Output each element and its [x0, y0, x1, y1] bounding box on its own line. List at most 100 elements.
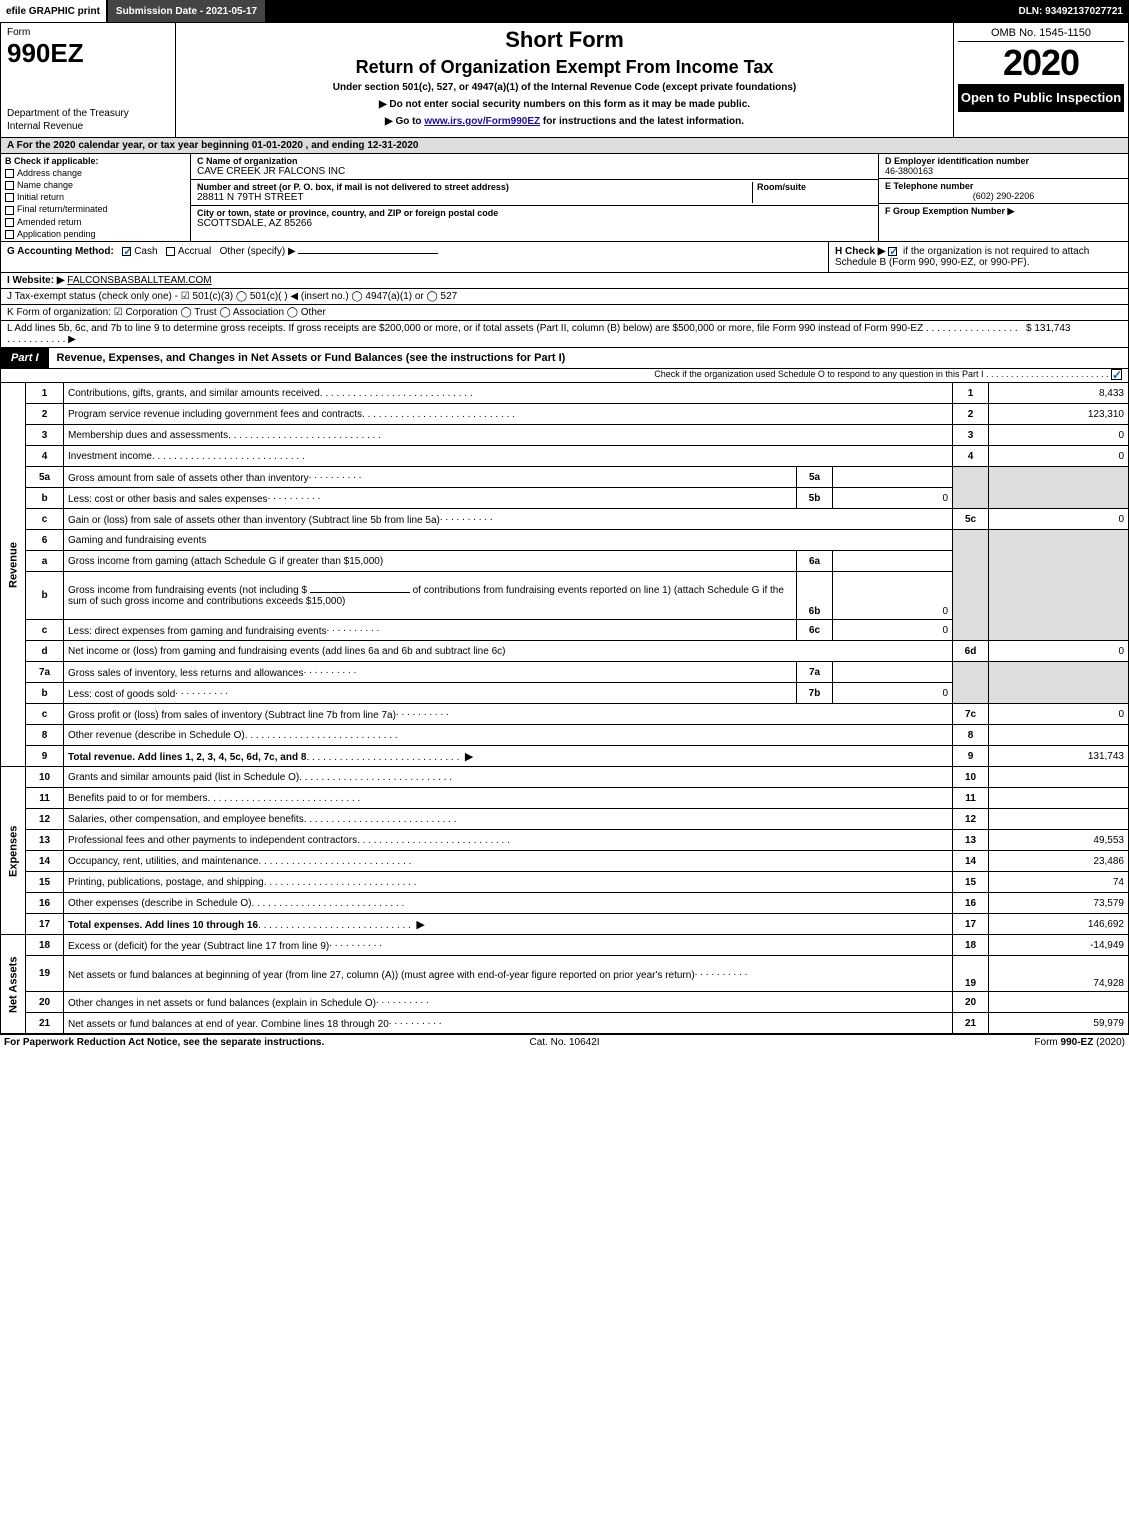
- page-footer: For Paperwork Reduction Act Notice, see …: [0, 1034, 1129, 1050]
- line-14-amt: 23,486: [989, 851, 1129, 872]
- open-inspection: Open to Public Inspection: [958, 84, 1124, 112]
- line-14-no: 14: [26, 851, 64, 872]
- line-3-desc: Membership dues and assessments: [64, 425, 953, 446]
- chk-cash[interactable]: [122, 247, 131, 256]
- instr-ssn: ▶ Do not enter social security numbers o…: [182, 99, 947, 110]
- chk-schedule-b[interactable]: [888, 247, 897, 256]
- line-6-desc: Gaming and fundraising events: [64, 530, 953, 551]
- ein-label: D Employer identification number: [885, 156, 1122, 166]
- street-value: 28811 N 79TH STREET: [197, 192, 304, 203]
- line-15-desc: Printing, publications, postage, and shi…: [64, 872, 953, 893]
- line-5b-subval: 0: [833, 488, 953, 509]
- schedule-o-text: Check if the organization used Schedule …: [654, 369, 1108, 379]
- telephone-label: E Telephone number: [885, 181, 1122, 191]
- part-i-title: Revenue, Expenses, and Changes in Net As…: [49, 348, 1128, 368]
- dln: DLN: 93492137027721: [1012, 0, 1129, 22]
- city-label: City or town, state or province, country…: [197, 208, 498, 218]
- website-value[interactable]: FALCONSBASBALLTEAM.COM: [67, 275, 211, 286]
- row-h: H Check ▶ if the organization is not req…: [828, 242, 1128, 272]
- box-c: C Name of organization CAVE CREEK JR FAL…: [191, 154, 878, 241]
- line-3-col: 3: [953, 425, 989, 446]
- line-6d-amt: 0: [989, 641, 1129, 662]
- row-i-website: I Website: ▶ FALCONSBASBALLTEAM.COM: [0, 273, 1129, 289]
- line-8-col: 8: [953, 725, 989, 746]
- box-d-e-f: D Employer identification number 46-3800…: [878, 154, 1128, 241]
- shade-5-amt: [989, 467, 1129, 509]
- line-17-no: 17: [26, 914, 64, 935]
- line-20-no: 20: [26, 992, 64, 1013]
- form-word: Form: [7, 27, 30, 38]
- dept-line1: Department of the Treasury: [7, 108, 129, 119]
- row-l-gross-receipts: L Add lines 5b, 6c, and 7b to line 9 to …: [0, 321, 1129, 348]
- line-16-desc: Other expenses (describe in Schedule O): [64, 893, 953, 914]
- other-specify-line[interactable]: [298, 253, 438, 254]
- instr-goto: ▶ Go to www.irs.gov/Form990EZ for instru…: [182, 116, 947, 127]
- line-10-no: 10: [26, 767, 64, 788]
- irs-link[interactable]: www.irs.gov/Form990EZ: [424, 116, 540, 127]
- shade-6: [953, 530, 989, 641]
- line-6a-sub: 6a: [797, 551, 833, 572]
- line-5a-subval: [833, 467, 953, 488]
- line-6b-sub: 6b: [797, 572, 833, 620]
- line-10-amt: [989, 767, 1129, 788]
- line-19-no: 19: [26, 956, 64, 992]
- line-7c-amt: 0: [989, 704, 1129, 725]
- chk-application-pending[interactable]: Application pending: [5, 229, 186, 239]
- line-4-desc: Investment income: [64, 446, 953, 467]
- line-6b-blank[interactable]: [310, 592, 410, 593]
- line-7b-desc: Less: cost of goods sold: [64, 683, 797, 704]
- line-21-col: 21: [953, 1013, 989, 1034]
- line-18-col: 18: [953, 935, 989, 956]
- line-9-amt: 131,743: [989, 746, 1129, 767]
- line-6d-desc: Net income or (loss) from gaming and fun…: [64, 641, 953, 662]
- chk-accrual[interactable]: [166, 247, 175, 256]
- line-19-amt: 74,928: [989, 956, 1129, 992]
- line-21-no: 21: [26, 1013, 64, 1034]
- line-6a-desc: Gross income from gaming (attach Schedul…: [64, 551, 797, 572]
- form-header: Form 990EZ Department of the Treasury In…: [0, 22, 1129, 138]
- line-15-amt: 74: [989, 872, 1129, 893]
- line-12-no: 12: [26, 809, 64, 830]
- line-11-desc: Benefits paid to or for members: [64, 788, 953, 809]
- line-8-amt: [989, 725, 1129, 746]
- section-netassets-label: Net Assets: [1, 935, 26, 1034]
- line-7a-no: 7a: [26, 662, 64, 683]
- arrow-icon: ▶: [465, 751, 473, 763]
- form-number: 990EZ: [7, 38, 84, 68]
- line-8-no: 8: [26, 725, 64, 746]
- shade-7: [953, 662, 989, 704]
- schedule-o-check-row: Check if the organization used Schedule …: [0, 369, 1129, 383]
- line-10-desc: Grants and similar amounts paid (list in…: [64, 767, 953, 788]
- header-left: Form 990EZ Department of the Treasury In…: [1, 23, 176, 137]
- chk-amended-return[interactable]: Amended return: [5, 217, 186, 227]
- chk-address-change[interactable]: Address change: [5, 168, 186, 178]
- line-5b-desc: Less: cost or other basis and sales expe…: [64, 488, 797, 509]
- chk-final-return[interactable]: Final return/terminated: [5, 204, 186, 214]
- line-3-amt: 0: [989, 425, 1129, 446]
- line-13-no: 13: [26, 830, 64, 851]
- footer-form-bold: 990-EZ: [1061, 1037, 1094, 1048]
- chk-initial-return[interactable]: Initial return: [5, 192, 186, 202]
- line-7a-desc: Gross sales of inventory, less returns a…: [64, 662, 797, 683]
- line-21-desc: Net assets or fund balances at end of ye…: [64, 1013, 953, 1034]
- group-exemption-label: F Group Exemption Number ▶: [885, 206, 1122, 217]
- chk-name-change[interactable]: Name change: [5, 180, 186, 190]
- ein-value: 46-3800163: [885, 166, 1122, 176]
- efile-print[interactable]: efile GRAPHIC print: [0, 0, 106, 22]
- top-bar: efile GRAPHIC print Submission Date - 20…: [0, 0, 1129, 22]
- line-16-amt: 73,579: [989, 893, 1129, 914]
- tax-year: 2020: [958, 42, 1124, 84]
- line-16-no: 16: [26, 893, 64, 914]
- part-i-header: Part I Revenue, Expenses, and Changes in…: [0, 348, 1129, 369]
- chk-schedule-o[interactable]: [1111, 369, 1122, 380]
- line-4-no: 4: [26, 446, 64, 467]
- shade-7-amt: [989, 662, 1129, 704]
- title-short: Short Form: [182, 27, 947, 53]
- line-12-desc: Salaries, other compensation, and employ…: [64, 809, 953, 830]
- line-6b-desc: Gross income from fundraising events (no…: [64, 572, 797, 620]
- line-6c-subval: 0: [833, 620, 953, 641]
- line-1-desc: Contributions, gifts, grants, and simila…: [64, 383, 953, 404]
- footer-form-post: (2020): [1093, 1037, 1125, 1048]
- line-17-desc: Total expenses. Add lines 10 through 16 …: [64, 914, 953, 935]
- line-6b-no: b: [26, 572, 64, 620]
